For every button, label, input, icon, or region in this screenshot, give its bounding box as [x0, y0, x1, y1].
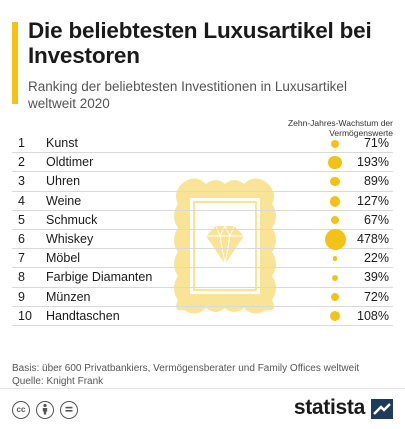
- table-row: 4 Weine 127%: [12, 192, 393, 211]
- value-label: 71%: [363, 136, 389, 150]
- value-bubble: [332, 256, 338, 261]
- rank-number: 9: [18, 289, 25, 304]
- person-icon[interactable]: [36, 401, 54, 419]
- value-label: 108%: [357, 308, 389, 323]
- item-name: Oldtimer: [46, 155, 94, 170]
- value-label: 22%: [363, 251, 389, 266]
- value-bubble: [329, 195, 341, 207]
- basis-note: Basis: über 600 Privatbankiers, Vermögen…: [12, 363, 360, 374]
- value-label: 39%: [363, 270, 389, 285]
- footnote: Basis: über 600 Privatbankiers, Vermögen…: [12, 362, 397, 388]
- value-bubble: [331, 216, 339, 225]
- rank-number: 5: [18, 212, 25, 227]
- table-row: 9 Münzen 72%: [12, 288, 393, 307]
- footer-bar: cc statista: [0, 388, 405, 429]
- rank-number: 10: [18, 308, 32, 323]
- gold-frame-diamond-icon: [174, 178, 276, 314]
- item-name: Münzen: [46, 289, 91, 304]
- item-name: Uhren: [46, 174, 81, 189]
- value-bubble: [330, 311, 340, 322]
- table-row: 6 Whiskey 478%: [12, 229, 393, 251]
- item-name: Handtaschen: [46, 308, 120, 323]
- table-row: 2 Oldtimer 193%: [12, 153, 393, 173]
- item-name: Whiskey: [46, 231, 94, 246]
- table-row: 7 Möbel 22%: [12, 249, 393, 269]
- value-bubble: [330, 139, 340, 148]
- ranking-table: 1 Kunst 71% 2 Oldtimer 193% 3 Uhren 89% 4 Weine 127…: [12, 134, 393, 326]
- source-note: Quelle: Knight Frank: [12, 376, 104, 387]
- rank-number: 2: [18, 155, 25, 170]
- value-bubble: [328, 156, 342, 170]
- statista-logo-text[interactable]: statista: [293, 396, 365, 419]
- value-label: 478%: [357, 231, 389, 246]
- item-name: Schmuck: [46, 212, 98, 227]
- title-accent-bar: [12, 22, 18, 104]
- value-label: 127%: [357, 193, 389, 208]
- page-title: Die beliebtesten Luxusartikel bei Invest…: [28, 18, 372, 68]
- table-row: 5 Schmuck 67%: [12, 211, 393, 230]
- item-name: Kunst: [46, 136, 78, 150]
- rank-number: 7: [18, 251, 25, 266]
- value-bubble: [324, 229, 346, 251]
- value-label: 89%: [363, 174, 389, 189]
- value-label: 193%: [357, 155, 389, 170]
- cc-icon[interactable]: cc: [12, 401, 30, 419]
- rank-number: 1: [18, 136, 25, 150]
- table-row: 1 Kunst 71%: [12, 134, 393, 154]
- item-name: Weine: [46, 193, 82, 208]
- rank-number: 4: [18, 193, 25, 208]
- item-name: Farbige Diamanten: [46, 270, 153, 285]
- rank-number: 8: [18, 270, 25, 285]
- rank-number: 3: [18, 174, 25, 189]
- page-subtitle: Ranking der beliebtesten Investitionen i…: [28, 79, 347, 111]
- equals-icon[interactable]: [60, 401, 78, 419]
- table-row: 8 Farbige Diamanten 39%: [12, 268, 393, 288]
- value-bubble: [330, 177, 340, 187]
- value-label: 72%: [363, 289, 389, 304]
- value-label: 67%: [363, 212, 389, 227]
- rank-number: 6: [18, 231, 25, 246]
- value-column-header: Zehn-Jahres-Wachstum der Vermögenswerte: [287, 118, 393, 138]
- table-row: 10 Handtaschen 108%: [12, 307, 393, 326]
- statista-logo-icon[interactable]: [371, 399, 393, 419]
- value-bubble: [330, 293, 340, 302]
- table-row: 3 Uhren 89%: [12, 172, 393, 192]
- item-name: Möbel: [46, 251, 81, 266]
- value-bubble: [332, 274, 338, 281]
